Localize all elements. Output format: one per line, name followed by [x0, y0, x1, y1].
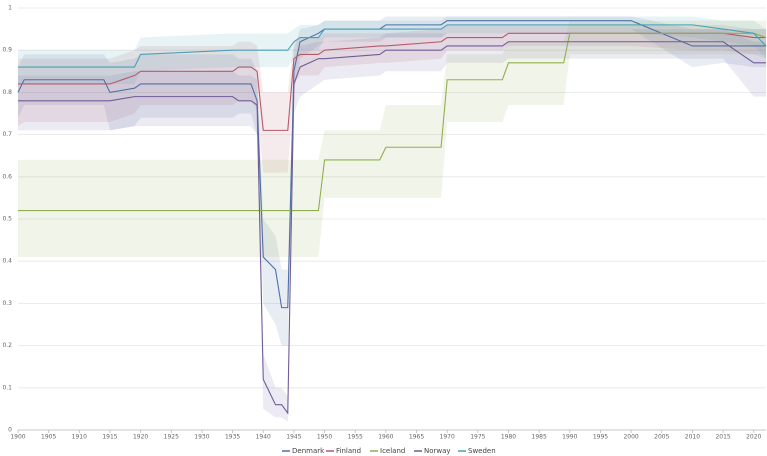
- y-tick-label: 1: [8, 5, 12, 12]
- y-tick-label: 0.9: [2, 47, 12, 54]
- x-tick-label: 1940: [256, 434, 271, 441]
- x-tick-label: 2000: [623, 434, 638, 441]
- x-tick-label: 1965: [409, 434, 424, 441]
- x-tick-label: 1945: [286, 434, 301, 441]
- x-tick-label: 1955: [348, 434, 363, 441]
- x-tick-label: 1935: [225, 434, 240, 441]
- legend-label: Sweden: [468, 447, 496, 455]
- line: [18, 24, 767, 68]
- y-tick-label: 0.4: [2, 258, 12, 265]
- x-tick-label: 1920: [133, 434, 148, 441]
- confidence-band: [18, 24, 766, 173]
- legend-label: Denmark: [292, 447, 325, 455]
- confidence-band: [18, 16, 766, 346]
- legend-label: Norway: [424, 447, 451, 455]
- y-tick-label: 0.2: [2, 342, 12, 349]
- x-tick-label: 2020: [746, 434, 761, 441]
- x-tick-label: 1970: [440, 434, 455, 441]
- y-tick-label: 0.1: [2, 384, 12, 391]
- x-tick-label: 1980: [501, 434, 516, 441]
- line: [17, 20, 766, 309]
- x-tick-label: 2005: [654, 434, 669, 441]
- x-tick-label: 2010: [685, 434, 700, 441]
- x-tick-label: 1985: [532, 434, 547, 441]
- x-tick-label: 1990: [562, 434, 577, 441]
- line: [18, 41, 766, 415]
- x-tick-label: 1950: [317, 434, 332, 441]
- x-tick-label: 1915: [102, 434, 117, 441]
- y-tick-label: 0.8: [2, 89, 12, 96]
- y-tick-label: 0.5: [2, 216, 12, 223]
- x-tick-label: 1900: [10, 434, 25, 441]
- y-tick-label: 0: [8, 427, 12, 434]
- y-tick-label: 0.6: [2, 173, 12, 180]
- x-tick-label: 1925: [164, 434, 179, 441]
- legend-label: Iceland: [380, 447, 405, 455]
- y-tick-label: 0.3: [2, 300, 12, 307]
- x-tick-label: 1960: [378, 434, 393, 441]
- line: [18, 32, 767, 212]
- x-tick-label: 1975: [470, 434, 485, 441]
- confidence-band: [18, 20, 766, 257]
- legend: Denmark Finland Iceland Norway Sweden: [282, 447, 496, 455]
- x-tick-label: 1910: [72, 434, 87, 441]
- y-tick-label: 0.7: [2, 131, 12, 138]
- x-tick-label: 1995: [593, 434, 608, 441]
- x-tick-label: 2015: [715, 434, 730, 441]
- x-tick-label: 1930: [194, 434, 209, 441]
- legend-label: Finland: [336, 447, 361, 455]
- x-tick-label: 1905: [41, 434, 56, 441]
